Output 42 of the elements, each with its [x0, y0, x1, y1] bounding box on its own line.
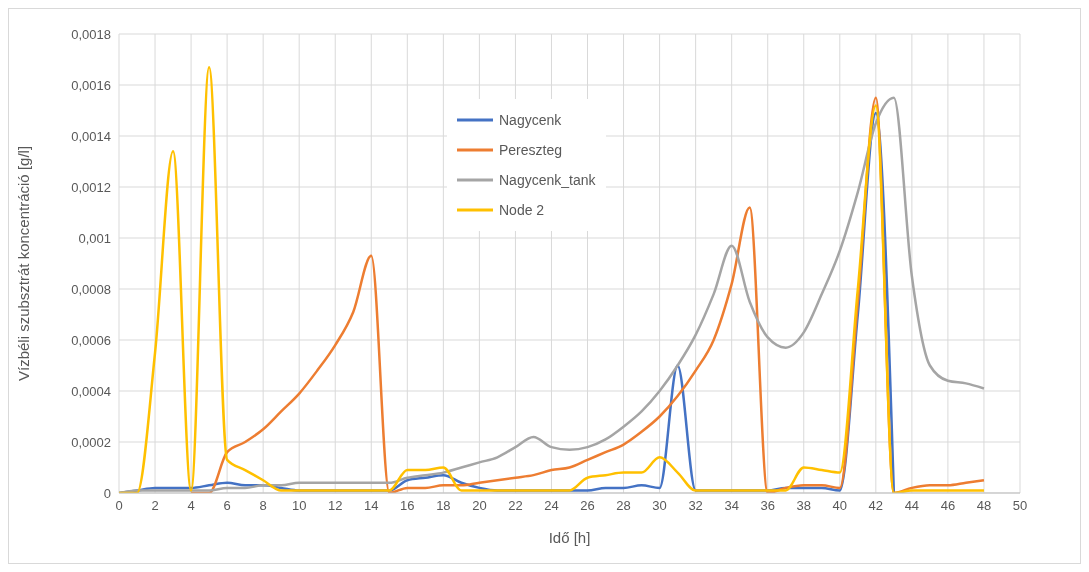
- x-tick-label: 50: [1012, 498, 1028, 514]
- y-tick-label: 0,001: [78, 230, 111, 246]
- x-tick-label: 2: [151, 498, 159, 514]
- x-tick-label: 46: [940, 498, 956, 514]
- legend-label: Nagycenk_tank: [499, 172, 596, 188]
- legend-label: Nagycenk: [499, 112, 562, 128]
- x-tick-label: 42: [868, 498, 884, 514]
- x-tick-label: 32: [688, 498, 703, 514]
- y-tick-label: 0,0018: [71, 26, 111, 42]
- y-axis-title: Vízbéli szubsztrát koncentráció [g/l]: [15, 145, 33, 382]
- x-tick-label: 10: [291, 498, 307, 514]
- x-tick-label: 40: [832, 498, 848, 514]
- x-axis-title: Idő [h]: [548, 529, 591, 546]
- x-tick-label: 22: [508, 498, 523, 514]
- y-tick-label: 0,0006: [71, 332, 111, 348]
- x-tick-label: 30: [652, 498, 667, 514]
- x-tick-label: 18: [436, 498, 451, 514]
- x-tick-label: 16: [400, 498, 415, 514]
- x-tick-label: 34: [724, 498, 739, 514]
- legend-label: Pereszteg: [499, 142, 563, 158]
- y-tick-label: 0,0012: [71, 179, 111, 195]
- x-tick-label: 24: [544, 498, 559, 514]
- x-tick-label: 6: [223, 498, 231, 514]
- x-tick-label: 14: [364, 498, 379, 514]
- legend-label: Node 2: [499, 202, 545, 218]
- y-tick-label: 0,0004: [71, 383, 111, 399]
- x-tick-label: 12: [328, 498, 343, 514]
- x-tick-label: 36: [760, 498, 775, 514]
- x-tick-label: 48: [976, 498, 992, 514]
- y-tick-label: 0,0002: [71, 434, 111, 450]
- y-tick-label: 0: [103, 485, 111, 501]
- y-tick-label: 0,0014: [71, 128, 111, 144]
- x-tick-label: 4: [187, 498, 195, 514]
- x-tick-label: 8: [259, 498, 267, 514]
- y-tick-label: 0,0016: [71, 77, 111, 93]
- y-tick-label: 0,0008: [71, 281, 111, 297]
- x-tick-label: 26: [580, 498, 595, 514]
- x-tick-label: 38: [796, 498, 811, 514]
- x-tick-label: 44: [904, 498, 920, 514]
- x-tick-label: 28: [616, 498, 631, 514]
- x-tick-label: 20: [472, 498, 487, 514]
- x-tick-label: 0: [115, 498, 123, 514]
